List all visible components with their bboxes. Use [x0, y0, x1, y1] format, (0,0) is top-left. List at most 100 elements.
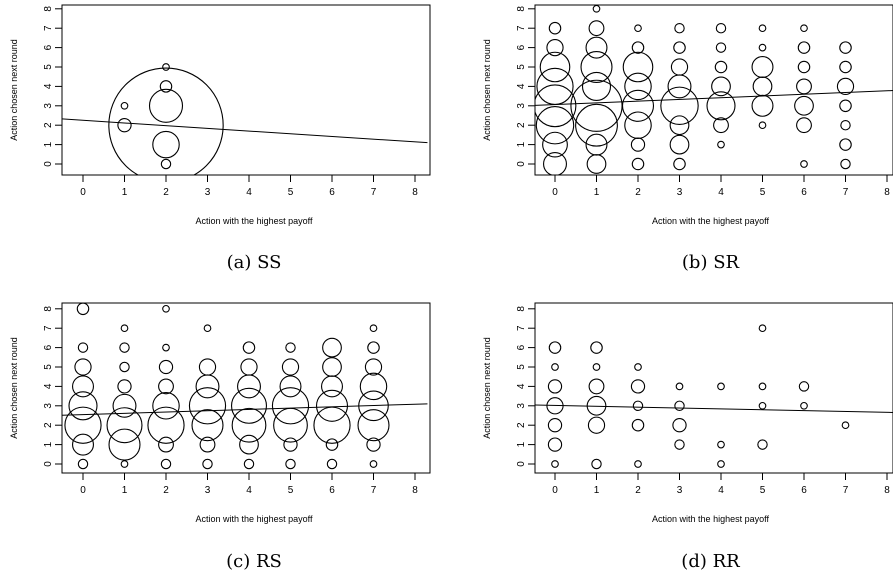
x-tick-label: 0: [552, 485, 558, 496]
x-tick-label: 5: [760, 485, 766, 496]
data-point: [673, 41, 686, 54]
x-tick-label: 8: [884, 187, 890, 198]
data-point: [108, 428, 141, 461]
y-tick-label: 8: [43, 6, 54, 12]
data-point: [536, 67, 574, 106]
x-tick-label: 0: [552, 187, 558, 198]
panel-caption: (c) RS: [226, 551, 282, 572]
data-point: [160, 158, 172, 170]
data-point: [326, 458, 338, 470]
data-point: [551, 460, 559, 468]
data-point: [240, 358, 258, 376]
data-point: [591, 458, 602, 470]
data-point: [581, 71, 612, 101]
data-point: [839, 99, 852, 113]
y-tick-label: 4: [43, 83, 54, 89]
data-point: [669, 134, 690, 155]
data-point: [281, 358, 300, 376]
plot-frame: [534, 302, 893, 474]
data-point: [630, 379, 646, 394]
data-point: [752, 76, 773, 97]
y-tick-label: 2: [43, 122, 54, 128]
fit-line: [535, 90, 893, 106]
data-point: [120, 101, 129, 110]
data-point: [551, 363, 559, 371]
fit-line: [535, 404, 893, 413]
data-point: [757, 439, 768, 450]
data-point: [798, 381, 810, 392]
data-point: [667, 74, 692, 99]
y-tick-label: 3: [516, 403, 527, 409]
x-tick-label: 8: [412, 485, 418, 496]
y-tick-label: 4: [43, 383, 54, 389]
data-point: [715, 42, 727, 53]
data-point: [273, 407, 308, 443]
y-tick-label: 6: [516, 344, 527, 350]
data-point: [758, 401, 767, 410]
y-tick-label: 0: [516, 161, 527, 167]
data-point: [674, 439, 685, 450]
x-axis-label: Action with the highest payoff: [196, 514, 313, 524]
y-tick-label: 0: [43, 461, 54, 467]
data-point: [119, 361, 130, 373]
data-point: [713, 117, 729, 134]
data-point: [592, 5, 601, 13]
data-point: [714, 60, 728, 74]
data-point: [547, 418, 563, 433]
data-point: [717, 460, 725, 468]
data-point: [634, 460, 642, 468]
data-point: [158, 359, 174, 375]
data-point: [622, 51, 654, 83]
x-tick-label: 1: [122, 485, 128, 496]
data-point: [231, 407, 267, 443]
x-tick-label: 1: [122, 187, 128, 198]
fit-line: [62, 118, 428, 144]
data-point: [359, 372, 388, 401]
x-tick-label: 5: [288, 187, 294, 198]
plot-area: [62, 303, 428, 470]
y-tick-label: 0: [43, 161, 54, 167]
x-tick-label: 6: [801, 187, 807, 198]
panel-caption: (d) RR: [681, 551, 740, 572]
y-tick-label: 7: [43, 25, 54, 31]
y-tick-label: 1: [516, 141, 527, 147]
x-tick-label: 6: [329, 187, 335, 198]
y-tick-label: 5: [516, 364, 527, 370]
y-tick-label: 7: [43, 325, 54, 331]
data-point: [152, 392, 180, 420]
data-point: [758, 382, 767, 391]
data-point: [590, 341, 603, 354]
y-axis-label: Action chosen next round: [482, 39, 492, 141]
data-point: [117, 118, 132, 133]
y-tick-label: 6: [43, 344, 54, 350]
data-point: [543, 152, 567, 175]
x-tick-label: 3: [205, 187, 211, 198]
data-point: [117, 379, 132, 394]
x-tick-label: 2: [163, 187, 169, 198]
data-point: [840, 158, 851, 170]
data-point: [634, 363, 642, 371]
data-point: [624, 72, 652, 101]
data-point: [74, 358, 92, 376]
data-point: [580, 50, 613, 84]
data-point: [800, 401, 808, 410]
y-tick-label: 3: [43, 403, 54, 409]
data-point: [162, 343, 170, 352]
data-point: [630, 137, 646, 152]
data-point: [672, 418, 687, 433]
data-point: [535, 105, 575, 145]
data-point: [285, 458, 296, 470]
data-point: [230, 387, 268, 424]
data-point: [631, 157, 645, 171]
data-point: [120, 324, 129, 333]
x-tick-label: 8: [412, 187, 418, 198]
data-point: [587, 416, 606, 434]
x-tick-label: 8: [884, 485, 890, 496]
data-point: [794, 95, 814, 116]
data-point: [675, 382, 684, 391]
data-point: [159, 80, 173, 93]
data-point: [77, 342, 89, 353]
y-tick-label: 1: [43, 441, 54, 447]
x-tick-label: 4: [246, 485, 252, 496]
data-point: [717, 382, 725, 391]
